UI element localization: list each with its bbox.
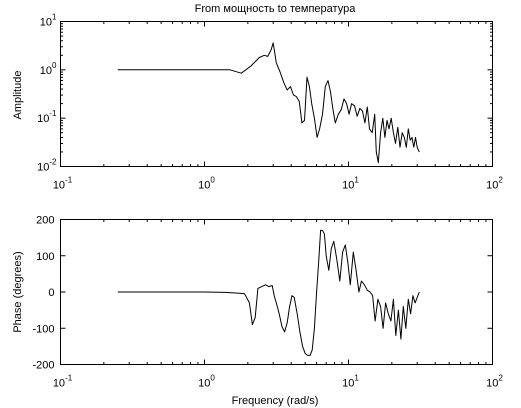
x-tick-label: 102 bbox=[486, 176, 503, 192]
phase-y-axis-label: Phase (degrees) bbox=[12, 251, 24, 332]
y-tick-label: 100 bbox=[40, 61, 57, 77]
x-tick-label: 100 bbox=[198, 374, 215, 390]
x-tick-label: 100 bbox=[198, 176, 215, 192]
phase-curve-group bbox=[117, 229, 420, 356]
chart-title: From мощность to температура bbox=[195, 3, 357, 15]
amplitude-plot-area bbox=[60, 21, 493, 167]
amplitude-axes: 10-1 100 101 102 10-2 10-1 100 101 bbox=[37, 13, 503, 192]
phase-plot-area bbox=[60, 219, 493, 365]
x-tick-label: 10-1 bbox=[53, 374, 73, 390]
y-tick-label: -200 bbox=[32, 360, 54, 372]
x-tick-label: 102 bbox=[486, 374, 503, 390]
phase-subplot: Phase (degrees) Frequency (rad/s) 10-1 10… bbox=[12, 215, 503, 408]
amplitude-curve-group bbox=[117, 42, 420, 164]
phase-axes: 10-1 100 101 102 200 100 0 -100 -200 bbox=[32, 215, 503, 390]
y-tick-label: -100 bbox=[32, 323, 54, 335]
amplitude-y-axis-label: Amplitude bbox=[12, 71, 24, 120]
y-tick-label: 101 bbox=[40, 13, 57, 29]
y-tick-label: 10-1 bbox=[37, 109, 57, 125]
x-tick-label: 101 bbox=[342, 374, 359, 390]
phase-series-line bbox=[117, 229, 420, 356]
y-tick-label: 0 bbox=[48, 287, 54, 299]
amplitude-subplot: From мощность to температура Amplitude 1… bbox=[12, 3, 503, 192]
amplitude-series-line bbox=[117, 42, 420, 164]
y-tick-label: 100 bbox=[36, 251, 54, 263]
frequency-x-axis-label: Frequency (rad/s) bbox=[232, 395, 319, 407]
y-tick-label: 10-2 bbox=[37, 158, 57, 174]
x-tick-label: 10-1 bbox=[53, 176, 73, 192]
y-tick-label: 200 bbox=[36, 215, 54, 227]
x-tick-label: 101 bbox=[342, 176, 359, 192]
